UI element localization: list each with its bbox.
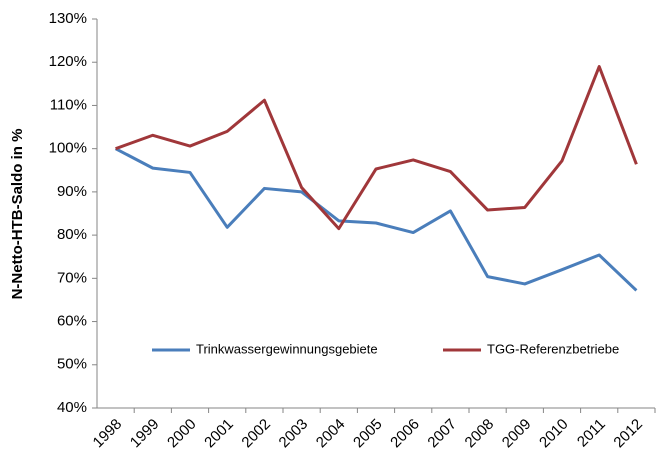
x-tick-label: 2001 — [201, 416, 237, 452]
y-tick-label: 110% — [50, 96, 87, 113]
x-tick-label: 2009 — [499, 416, 535, 452]
y-tick-label: 80% — [57, 226, 87, 243]
x-tick-label: 1998 — [90, 416, 126, 452]
legend-label: TGG-Referenzbetriebe — [487, 341, 619, 356]
x-tick-label: 2003 — [276, 416, 312, 452]
x-tick-label: 2002 — [238, 416, 274, 452]
legend-label: Trinkwassergewinnungsgebiete — [196, 341, 378, 356]
y-tick-label: 120% — [49, 53, 87, 70]
x-tick-label: 2011 — [574, 416, 609, 451]
x-tick-label: 2007 — [424, 416, 460, 452]
y-tick-label: 60% — [57, 313, 87, 330]
series-line — [114, 147, 638, 292]
x-tick-label: 2000 — [164, 416, 200, 452]
y-tick-label: 90% — [57, 183, 87, 200]
x-tick-label: 2012 — [610, 416, 646, 452]
x-tick-label: 2005 — [350, 416, 386, 452]
y-tick-label: 100% — [49, 140, 87, 157]
y-tick-label: 130% — [49, 10, 87, 27]
y-tick-label: 40% — [57, 399, 87, 416]
y-tick-label: 50% — [57, 356, 87, 373]
x-tick-label: 2010 — [536, 416, 572, 452]
x-tick-label: 2006 — [387, 416, 423, 452]
y-axis-label: N-Netto-HTB-Saldo in % — [9, 129, 26, 300]
x-tick-label: 1999 — [127, 416, 163, 452]
series-line — [115, 65, 638, 231]
y-tick-label: 70% — [57, 269, 87, 286]
x-tick-label: 2004 — [313, 416, 349, 452]
x-tick-label: 2008 — [462, 416, 498, 452]
